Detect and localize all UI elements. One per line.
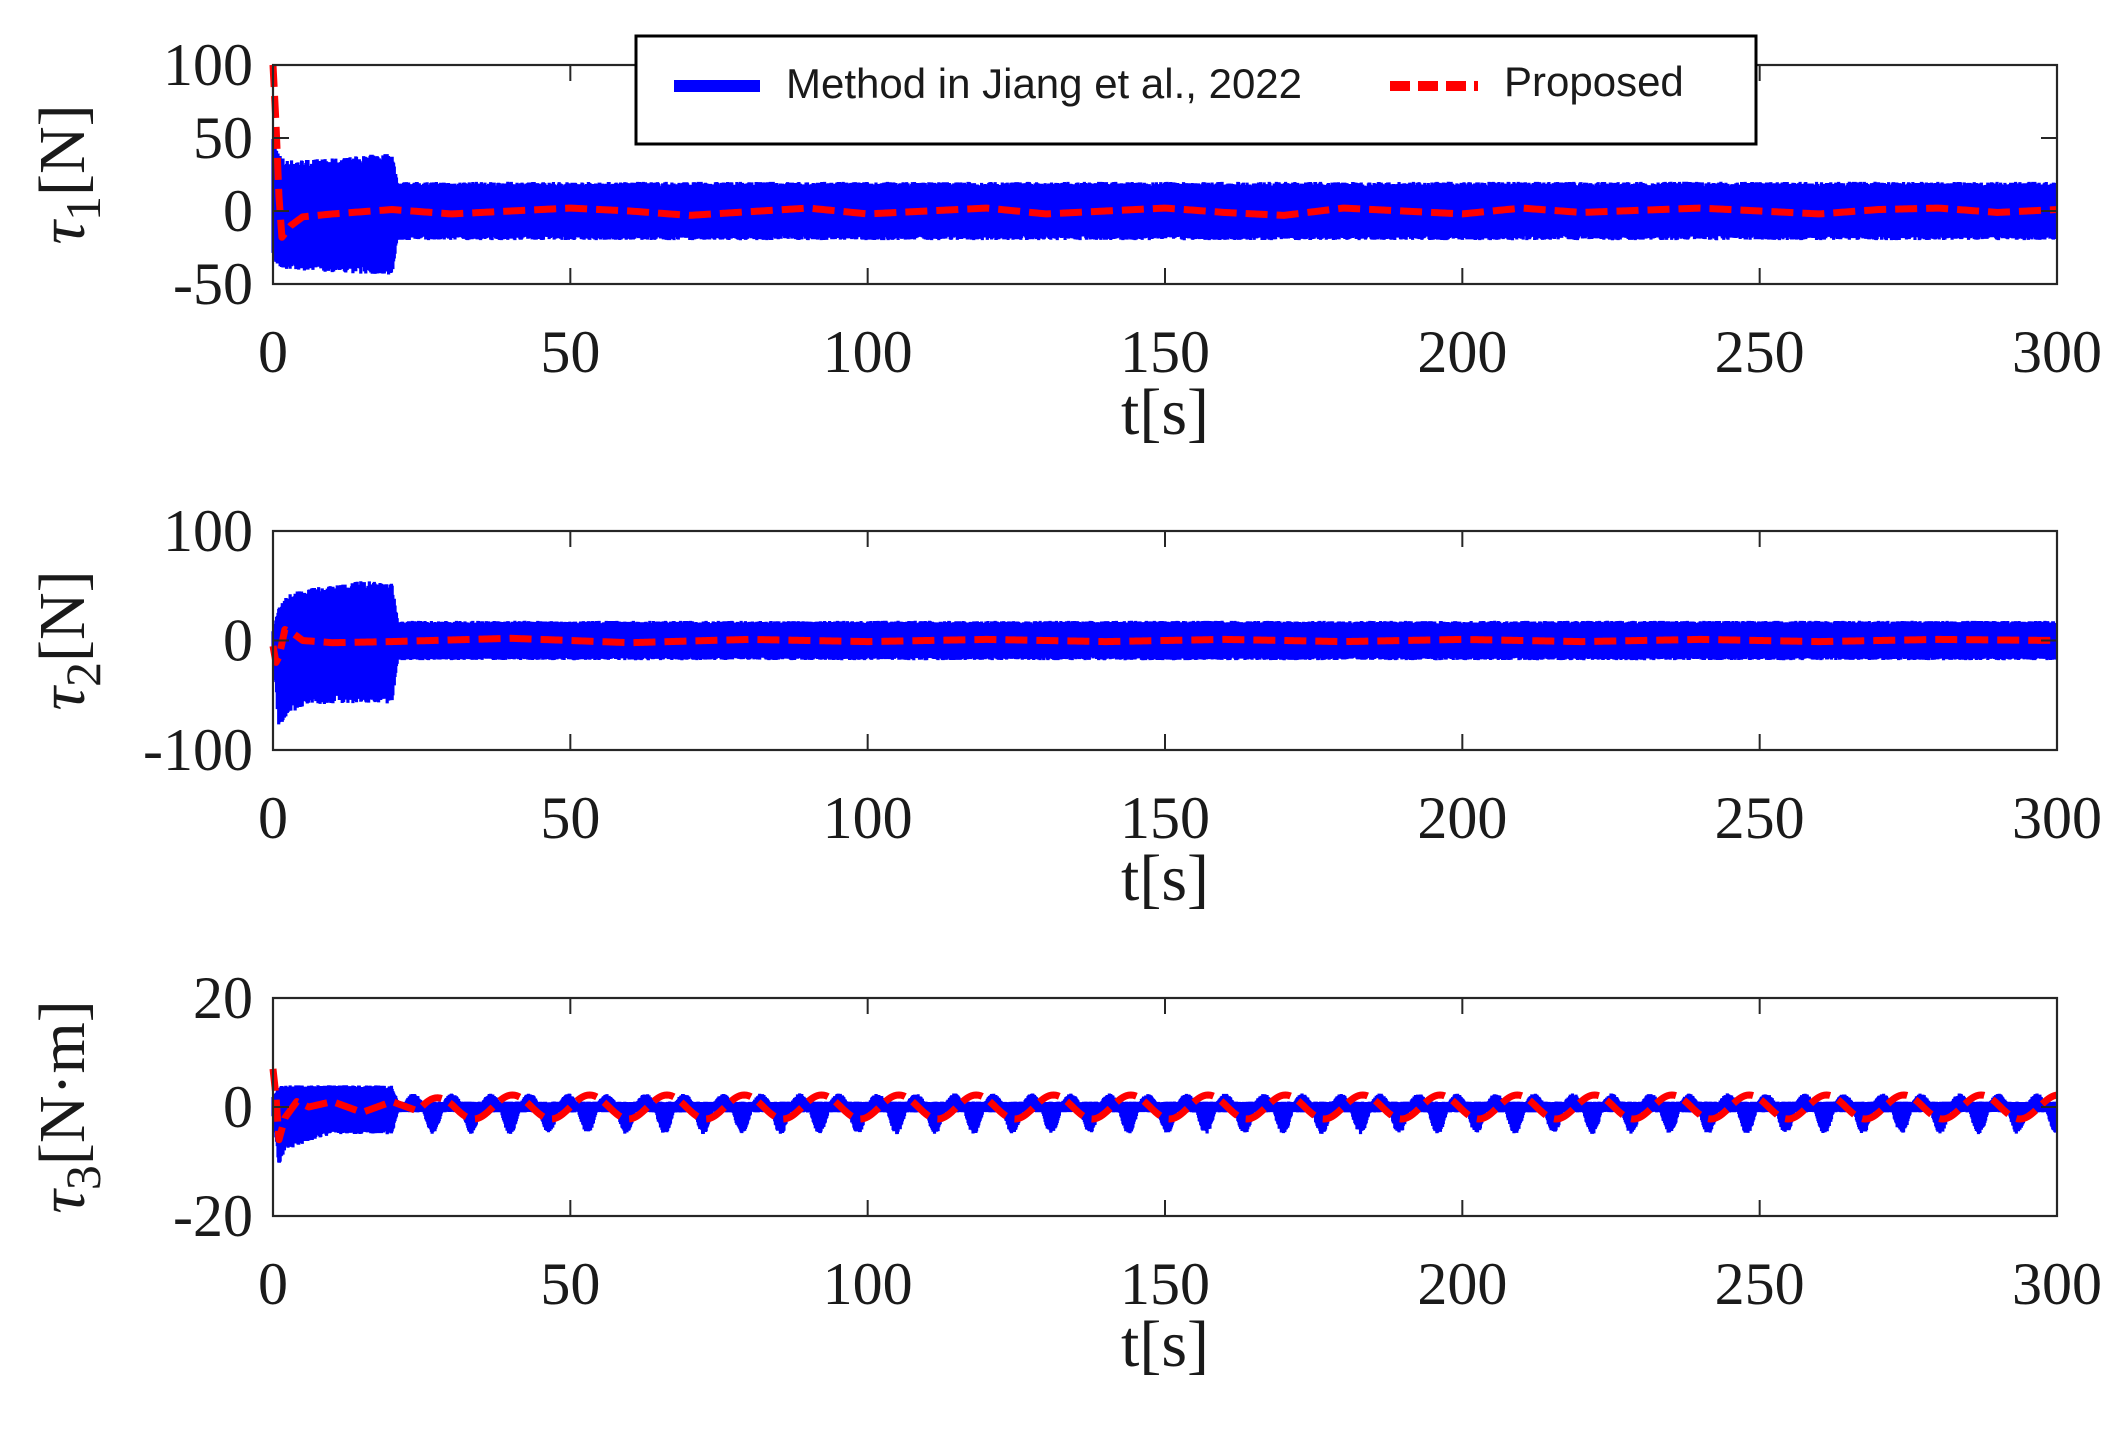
y-axis-label: τ1[N]: [26, 104, 111, 244]
series-proposed-line: [269, 64, 2060, 241]
x-tick-label: 50: [540, 319, 600, 385]
y-axis-label-symbol: τ: [26, 1188, 99, 1214]
legend-label-proposed: Proposed: [1504, 58, 1684, 105]
y-axis-label-unit: [N]: [26, 570, 99, 662]
series-proposed: [269, 626, 2060, 666]
series-proposed: [269, 64, 2060, 241]
legend-box: [634, 34, 1758, 146]
x-tick-label: 100: [823, 1251, 913, 1317]
x-tick-label: 150: [1120, 319, 1210, 385]
x-tick-label: 200: [1417, 785, 1507, 851]
x-axis-label: t[s]: [1121, 376, 1209, 449]
series-proposed-line: [269, 626, 2060, 666]
y-tick-label: 20: [193, 965, 253, 1031]
x-tick-label: 100: [823, 319, 913, 385]
y-tick-label: 0: [223, 178, 253, 244]
x-axis-label: t[s]: [1121, 1308, 1209, 1381]
x-axis-label: t[s]: [1121, 842, 1209, 915]
y-tick-label: 0: [223, 608, 253, 674]
x-tick-label: 250: [1715, 785, 1805, 851]
x-tick-label: 50: [540, 785, 600, 851]
x-tick-label: 0: [258, 785, 288, 851]
y-tick-label: -100: [143, 717, 253, 783]
x-tick-label: 150: [1120, 785, 1210, 851]
y-axis-label: τ3[N·m]: [26, 1000, 111, 1214]
x-tick-label: 250: [1715, 319, 1805, 385]
x-tick-label: 300: [2012, 785, 2102, 851]
x-tick-label: 200: [1417, 319, 1507, 385]
legend-entry-proposed: Proposed: [1390, 58, 1684, 105]
x-tick-label: 0: [258, 1251, 288, 1317]
legend-entry-jiang: Method in Jiang et al., 2022: [674, 60, 1302, 107]
y-axis-label-symbol: τ: [26, 685, 99, 711]
y-tick-label: -20: [173, 1183, 253, 1249]
x-tick-label: 200: [1417, 1251, 1507, 1317]
legend: Method in Jiang et al., 2022 Proposed: [634, 34, 1758, 146]
y-axis-label-subscript: 2: [55, 662, 111, 687]
x-tick-label: 100: [823, 785, 913, 851]
y-tick-label: 50: [193, 105, 253, 171]
y-tick-label: 0: [223, 1074, 253, 1140]
x-tick-label: 300: [2012, 1251, 2102, 1317]
x-tick-label: 250: [1715, 1251, 1805, 1317]
y-axis-label-symbol: τ: [26, 219, 99, 245]
y-axis-label-subscript: 3: [55, 1165, 111, 1190]
y-axis-label: τ2[N]: [26, 570, 111, 710]
y-tick-label: 100: [163, 32, 253, 98]
y-axis-label-unit: [N·m]: [26, 1000, 99, 1165]
x-tick-label: 150: [1120, 1251, 1210, 1317]
y-axis-label-subscript: 1: [55, 196, 111, 221]
y-tick-label: -50: [173, 251, 253, 317]
x-tick-label: 300: [2012, 319, 2102, 385]
y-tick-label: 100: [163, 498, 253, 564]
y-axis-label-unit: [N]: [26, 104, 99, 196]
legend-label-jiang: Method in Jiang et al., 2022: [786, 60, 1302, 107]
x-tick-label: 50: [540, 1251, 600, 1317]
x-tick-label: 0: [258, 319, 288, 385]
